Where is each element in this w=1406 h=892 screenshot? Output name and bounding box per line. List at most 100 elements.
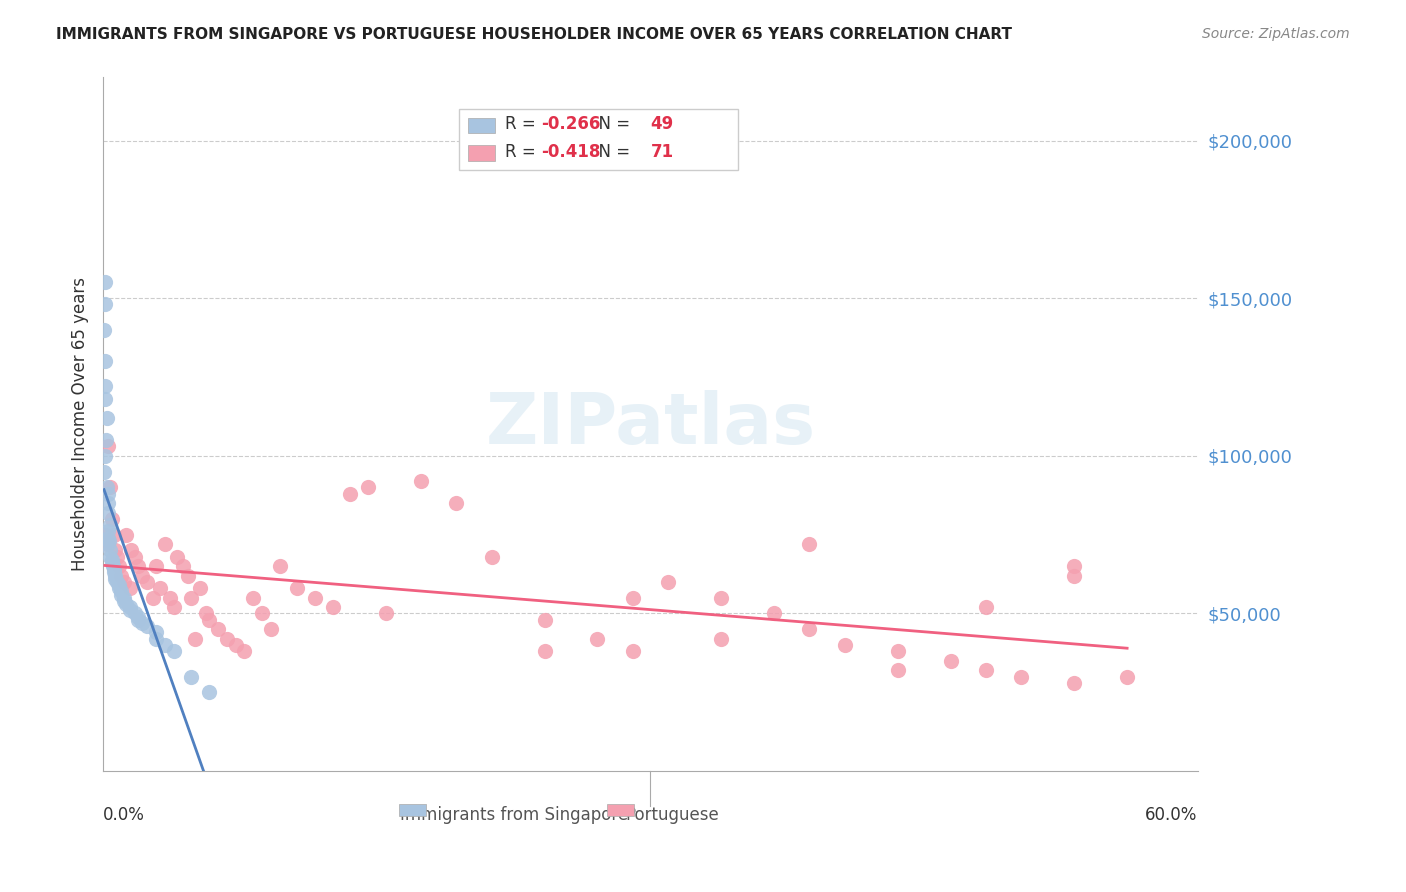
Point — [145, 625, 167, 640]
Point — [834, 638, 856, 652]
Point — [269, 559, 291, 574]
Point — [1116, 669, 1139, 683]
Point — [1063, 568, 1085, 582]
Text: 71: 71 — [651, 144, 673, 161]
Text: -0.418: -0.418 — [541, 144, 600, 161]
Point — [586, 632, 609, 646]
Point — [96, 537, 118, 551]
Point — [172, 559, 194, 574]
Point — [118, 603, 141, 617]
Point — [103, 566, 125, 580]
Point — [215, 632, 238, 646]
Point — [145, 632, 167, 646]
Point — [657, 574, 679, 589]
Point — [799, 537, 821, 551]
Text: Portuguese: Portuguese — [626, 805, 720, 824]
Text: Source: ZipAtlas.com: Source: ZipAtlas.com — [1202, 27, 1350, 41]
Point — [180, 669, 202, 683]
Text: ZIPatlas: ZIPatlas — [485, 390, 815, 458]
Point — [131, 615, 153, 630]
Bar — [468, 118, 495, 133]
Point — [98, 518, 121, 533]
Point — [304, 591, 326, 605]
Point — [94, 379, 117, 393]
Text: 0.0%: 0.0% — [103, 805, 145, 824]
Point — [97, 537, 120, 551]
Point — [115, 527, 138, 541]
Point — [799, 622, 821, 636]
Point — [131, 568, 153, 582]
Point — [194, 607, 217, 621]
Point — [250, 607, 273, 621]
Text: R =: R = — [505, 115, 541, 133]
Point — [101, 556, 124, 570]
Point — [153, 638, 176, 652]
Point — [149, 581, 172, 595]
Point — [112, 574, 135, 589]
Point — [357, 480, 380, 494]
Text: R =: R = — [505, 144, 541, 161]
Text: N =: N = — [588, 144, 636, 161]
Point — [444, 496, 467, 510]
Point — [93, 354, 115, 368]
Point — [127, 609, 149, 624]
Point — [886, 663, 908, 677]
Text: IMMIGRANTS FROM SINGAPORE VS PORTUGUESE HOUSEHOLDER INCOME OVER 65 YEARS CORRELA: IMMIGRANTS FROM SINGAPORE VS PORTUGUESE … — [56, 27, 1012, 42]
Point — [93, 323, 115, 337]
Point — [198, 613, 221, 627]
Point — [207, 622, 229, 636]
Point — [710, 591, 733, 605]
Point — [127, 613, 149, 627]
Bar — [399, 804, 426, 816]
Point — [93, 276, 115, 290]
Point — [96, 411, 118, 425]
Point — [339, 486, 361, 500]
Point — [180, 591, 202, 605]
Point — [481, 549, 503, 564]
Point — [225, 638, 247, 652]
Point — [98, 533, 121, 548]
Point — [103, 527, 125, 541]
Point — [105, 549, 128, 564]
Point — [108, 581, 131, 595]
Bar — [606, 804, 634, 816]
Point — [97, 506, 120, 520]
Text: 49: 49 — [651, 115, 673, 133]
Point — [285, 581, 308, 595]
Point — [124, 607, 146, 621]
Point — [104, 572, 127, 586]
Point — [1063, 676, 1085, 690]
Point — [104, 543, 127, 558]
Point — [97, 439, 120, 453]
Point — [118, 581, 141, 595]
Point — [101, 553, 124, 567]
Point — [108, 578, 131, 592]
Point — [198, 685, 221, 699]
Point — [142, 591, 165, 605]
Point — [153, 537, 176, 551]
Bar — [468, 145, 495, 161]
FancyBboxPatch shape — [458, 109, 738, 169]
Point — [94, 433, 117, 447]
Point — [974, 663, 997, 677]
Point — [97, 531, 120, 545]
Point — [533, 644, 555, 658]
Point — [105, 574, 128, 589]
Point — [763, 607, 786, 621]
Point — [94, 527, 117, 541]
Point — [260, 622, 283, 636]
Point — [94, 297, 117, 311]
Point — [710, 632, 733, 646]
Point — [145, 559, 167, 574]
Point — [242, 591, 264, 605]
Point — [127, 559, 149, 574]
Point — [110, 568, 132, 582]
Point — [188, 581, 211, 595]
Point — [409, 474, 432, 488]
Point — [184, 632, 207, 646]
Point — [103, 562, 125, 576]
Point — [974, 600, 997, 615]
Point — [124, 549, 146, 564]
Point — [118, 600, 141, 615]
Point — [110, 584, 132, 599]
